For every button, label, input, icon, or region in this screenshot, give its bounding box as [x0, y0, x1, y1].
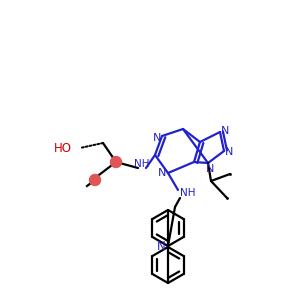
Text: N: N: [221, 126, 229, 136]
Text: N: N: [158, 168, 166, 178]
Text: NH: NH: [134, 159, 150, 169]
Text: N: N: [153, 133, 161, 143]
Text: N: N: [157, 241, 165, 254]
Circle shape: [89, 175, 100, 185]
Text: N: N: [206, 164, 214, 174]
Text: N: N: [225, 147, 233, 157]
Circle shape: [110, 157, 122, 167]
Text: NH: NH: [180, 188, 196, 198]
Text: HO: HO: [54, 142, 72, 154]
